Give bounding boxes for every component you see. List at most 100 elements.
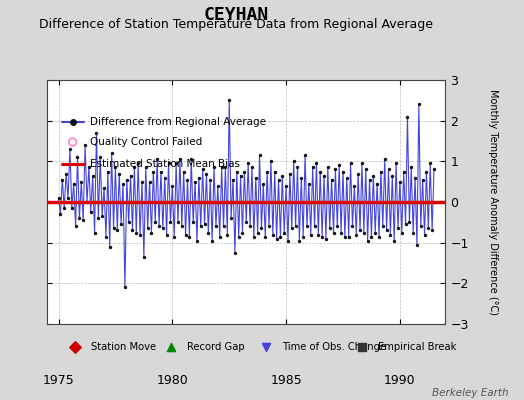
Point [210,164,218,171]
Point [383,227,391,234]
Point [180,168,188,175]
Point [270,168,279,175]
Point [144,225,152,232]
Point [176,156,184,162]
Point [318,233,326,240]
Point [325,225,334,232]
Point [244,160,253,166]
Point [71,344,79,350]
Point [320,172,328,179]
Point [331,166,340,173]
Point [225,97,233,104]
Point [359,229,368,236]
Point [335,162,343,169]
Point [403,114,412,120]
Point [341,233,349,240]
Point [380,156,389,162]
Point [276,233,285,240]
Point [159,225,167,232]
Point [85,164,93,171]
Point [167,344,175,350]
Point [126,172,135,179]
Point [422,168,431,175]
Point [362,166,370,173]
Point [132,229,140,236]
Point [246,223,254,230]
Point [426,160,434,166]
Text: Berkeley Earth: Berkeley Earth [432,388,508,398]
Point [398,229,406,236]
Point [193,238,201,244]
Point [392,160,400,166]
Point [220,223,228,230]
Point [214,182,222,189]
Point [430,166,438,173]
Point [191,178,199,185]
Point [196,223,205,230]
Point [123,176,131,183]
Point [60,205,69,211]
Point [316,168,324,175]
Point [113,227,122,234]
Point [117,221,125,228]
Point [233,168,241,175]
Point [288,225,296,232]
Point [348,223,357,230]
Point [358,160,366,166]
Point [352,231,361,238]
Point [165,160,173,166]
Point [329,229,337,236]
Point [212,223,220,230]
Point [110,225,118,232]
Point [223,231,232,238]
Point [187,156,195,162]
Point [96,154,104,160]
Point [295,238,303,244]
Point [183,176,192,183]
Point [240,168,248,175]
Point [86,209,95,215]
Text: Difference of Station Temperature Data from Regional Average: Difference of Station Temperature Data f… [39,18,433,31]
Point [324,164,332,171]
Point [71,223,80,230]
Point [64,195,72,201]
Point [202,170,211,177]
Point [420,231,429,238]
Point [141,164,150,171]
Text: Record Gap: Record Gap [187,342,244,352]
Point [189,219,198,226]
Point [354,170,363,177]
Point [291,223,300,230]
Text: Station Move: Station Move [91,342,156,352]
Point [140,254,148,260]
Point [303,223,311,230]
Point [269,231,277,238]
Point [267,158,275,164]
Point [56,211,64,218]
Point [255,152,264,158]
Point [265,223,273,230]
Point [208,238,216,244]
Point [160,174,169,181]
Point [413,242,421,248]
Point [263,168,271,175]
Point [424,225,432,232]
Point [128,227,137,234]
Point [215,233,224,240]
Point [98,213,106,220]
Point [339,168,347,175]
Point [289,158,298,164]
Point [375,233,383,240]
Point [297,174,305,181]
Point [157,168,165,175]
Point [371,229,379,236]
Point [94,215,103,222]
Y-axis label: Monthly Temperature Anomaly Difference (°C): Monthly Temperature Anomaly Difference (… [488,89,498,315]
Point [107,150,116,156]
Point [68,205,76,211]
Text: 1985: 1985 [270,374,302,387]
Point [369,172,377,179]
Point [343,174,351,181]
Point [181,231,190,238]
Point [75,215,84,222]
